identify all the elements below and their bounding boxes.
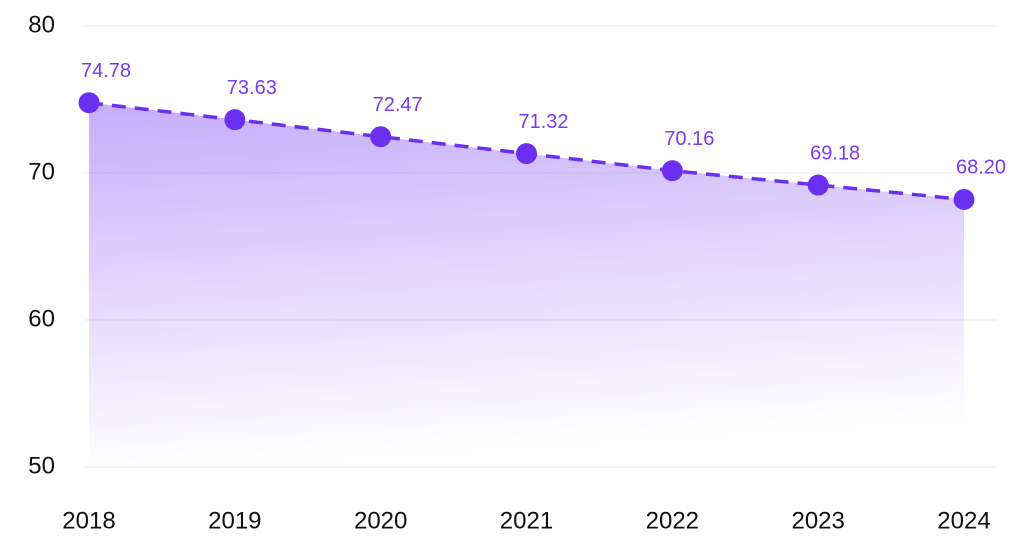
point: [78, 92, 100, 114]
x-tick-label: 2021: [500, 507, 553, 534]
y-tick-label: 60: [28, 305, 55, 332]
y-tick-label: 80: [28, 11, 55, 38]
y-tick-label: 70: [28, 158, 55, 185]
x-tick-label: 2018: [62, 507, 115, 534]
point: [224, 109, 246, 131]
x-tick-label: 2024: [937, 507, 990, 534]
x-tick-label: 2019: [208, 507, 261, 534]
value-label: 73.63: [227, 77, 277, 99]
value-label: 71.32: [518, 111, 568, 133]
value-label: 74.78: [81, 60, 131, 82]
x-tick-label: 2020: [354, 507, 407, 534]
point: [807, 174, 829, 196]
point: [661, 160, 683, 182]
value-label: 70.16: [664, 128, 714, 150]
area: [89, 102, 964, 467]
point: [516, 143, 537, 165]
y-tick-label: 50: [28, 452, 55, 479]
x-tick-label: 2022: [646, 507, 699, 534]
value-label: 72.47: [373, 94, 423, 116]
point: [370, 126, 392, 148]
value-label: 69.18: [810, 142, 860, 164]
x-tick-label: 2023: [791, 507, 844, 534]
point: [953, 188, 975, 210]
value-label: 68.20: [956, 157, 1006, 179]
